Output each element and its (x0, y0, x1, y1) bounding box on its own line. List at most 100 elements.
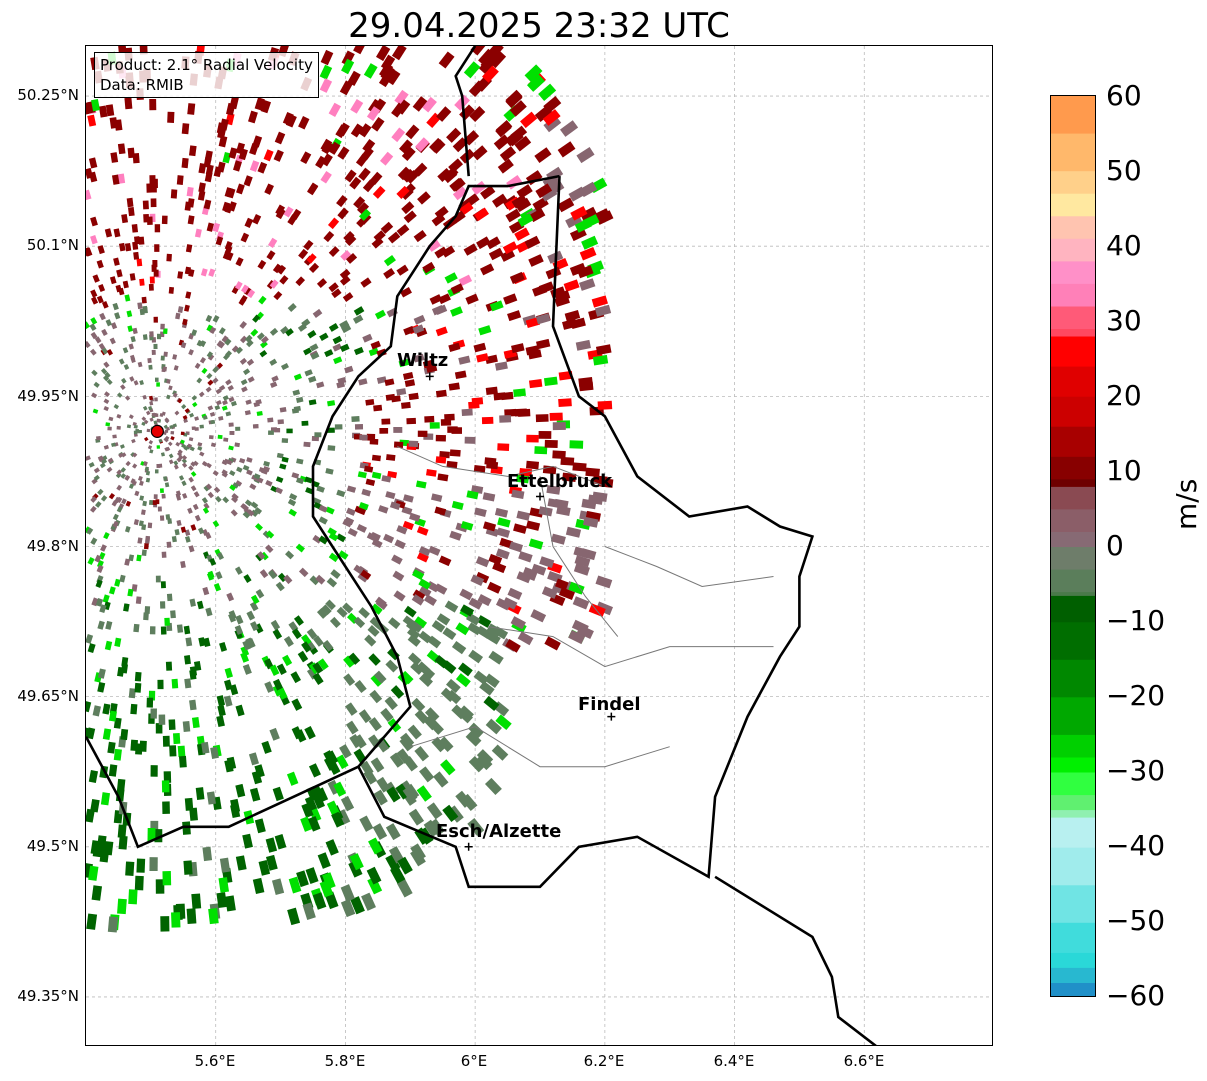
velocity-bin (218, 135, 228, 148)
velocity-bin (320, 138, 333, 153)
velocity-bin (249, 601, 259, 612)
velocity-bin (524, 235, 541, 249)
velocity-bin (506, 174, 523, 190)
velocity-bin (370, 673, 384, 687)
velocity-bin (141, 416, 147, 422)
velocity-bin (404, 379, 416, 388)
velocity-bin (145, 535, 151, 542)
velocity-bin (208, 268, 216, 277)
velocity-bin (340, 250, 352, 261)
velocity-bin (256, 410, 263, 417)
velocity-bin (119, 444, 125, 449)
velocity-bin (268, 569, 277, 579)
velocity-bin (97, 620, 105, 630)
velocity-bin (192, 401, 198, 408)
velocity-bin (452, 137, 468, 153)
velocity-bin (88, 865, 99, 881)
velocity-bin (187, 103, 196, 115)
velocity-bin (234, 566, 243, 575)
velocity-bin (558, 587, 576, 600)
velocity-bin (149, 626, 156, 635)
velocity-bin (91, 369, 98, 377)
velocity-bin (101, 328, 108, 336)
velocity-bin (215, 388, 222, 395)
lat-label-49-65: 49.65°N (17, 687, 79, 705)
velocity-bin (157, 506, 162, 512)
velocity-bin (528, 254, 544, 267)
velocity-bin (203, 199, 212, 210)
velocity-bin (184, 266, 192, 275)
velocity-bin (328, 552, 339, 563)
velocity-bin (234, 442, 240, 448)
velocity-bin (223, 695, 233, 707)
velocity-bin (451, 210, 466, 224)
velocity-bin (132, 463, 138, 469)
lat-label-50-1: 50.1°N (26, 236, 79, 254)
velocity-bin (117, 898, 127, 915)
velocity-bin (130, 703, 138, 715)
velocity-bin (149, 449, 154, 454)
velocity-bin (98, 283, 106, 293)
velocity-bin (182, 821, 191, 835)
velocity-bin (362, 333, 373, 343)
velocity-bin (116, 469, 122, 476)
velocity-bin (269, 727, 280, 741)
velocity-bin (114, 119, 123, 131)
velocity-bin (107, 741, 116, 754)
velocity-bin (175, 312, 181, 320)
velocity-bin (264, 183, 274, 195)
velocity-bin (371, 117, 385, 132)
radar-site-dot (150, 424, 164, 438)
velocity-bin (156, 333, 162, 340)
velocity-bin (147, 357, 152, 364)
velocity-bin (205, 386, 212, 393)
colorbar-tick-minus-20: −20 (1106, 679, 1166, 712)
radar-map[interactable] (85, 45, 993, 1046)
velocity-bin (154, 244, 160, 252)
velocity-bin (383, 255, 396, 267)
velocity-bin (240, 284, 250, 294)
velocity-bin (516, 510, 531, 521)
colorbar-segment (1051, 336, 1095, 368)
velocity-bin (328, 282, 339, 293)
city-marker (536, 492, 544, 501)
velocity-bin (91, 392, 98, 399)
velocity-bin (479, 681, 495, 696)
velocity-bin (166, 378, 171, 384)
velocity-bin (218, 416, 224, 421)
velocity-bin (133, 519, 139, 526)
velocity-bin (134, 236, 141, 245)
velocity-bin (86, 321, 91, 330)
velocity-bin (98, 105, 108, 118)
velocity-bin (346, 485, 357, 493)
velocity-bin (597, 400, 613, 410)
velocity-bin (87, 114, 97, 127)
velocity-bin (205, 607, 213, 617)
velocity-bin (558, 398, 572, 408)
velocity-bin (488, 247, 504, 261)
velocity-bin (173, 464, 179, 470)
velocity-bin (113, 748, 122, 761)
velocity-bin (88, 157, 98, 169)
velocity-bin (254, 97, 265, 111)
velocity-bin (405, 124, 420, 140)
velocity-bin (89, 171, 98, 183)
velocity-bin (222, 496, 230, 504)
velocity-bin (273, 149, 284, 162)
velocity-bin (250, 501, 259, 509)
velocity-bin (282, 112, 294, 126)
velocity-bin (440, 418, 452, 426)
velocity-bin (307, 183, 319, 196)
velocity-bin (381, 418, 391, 425)
velocity-bin (418, 630, 432, 644)
velocity-bin (103, 444, 109, 450)
velocity-bin (413, 314, 426, 325)
velocity-bin (497, 443, 510, 451)
velocity-bin (146, 183, 153, 193)
velocity-bin (145, 477, 151, 483)
colorbar-segment (1051, 592, 1095, 597)
velocity-bin (242, 640, 252, 651)
velocity-bin (172, 423, 178, 428)
velocity-bin (182, 415, 188, 420)
velocity-bin (235, 855, 247, 871)
